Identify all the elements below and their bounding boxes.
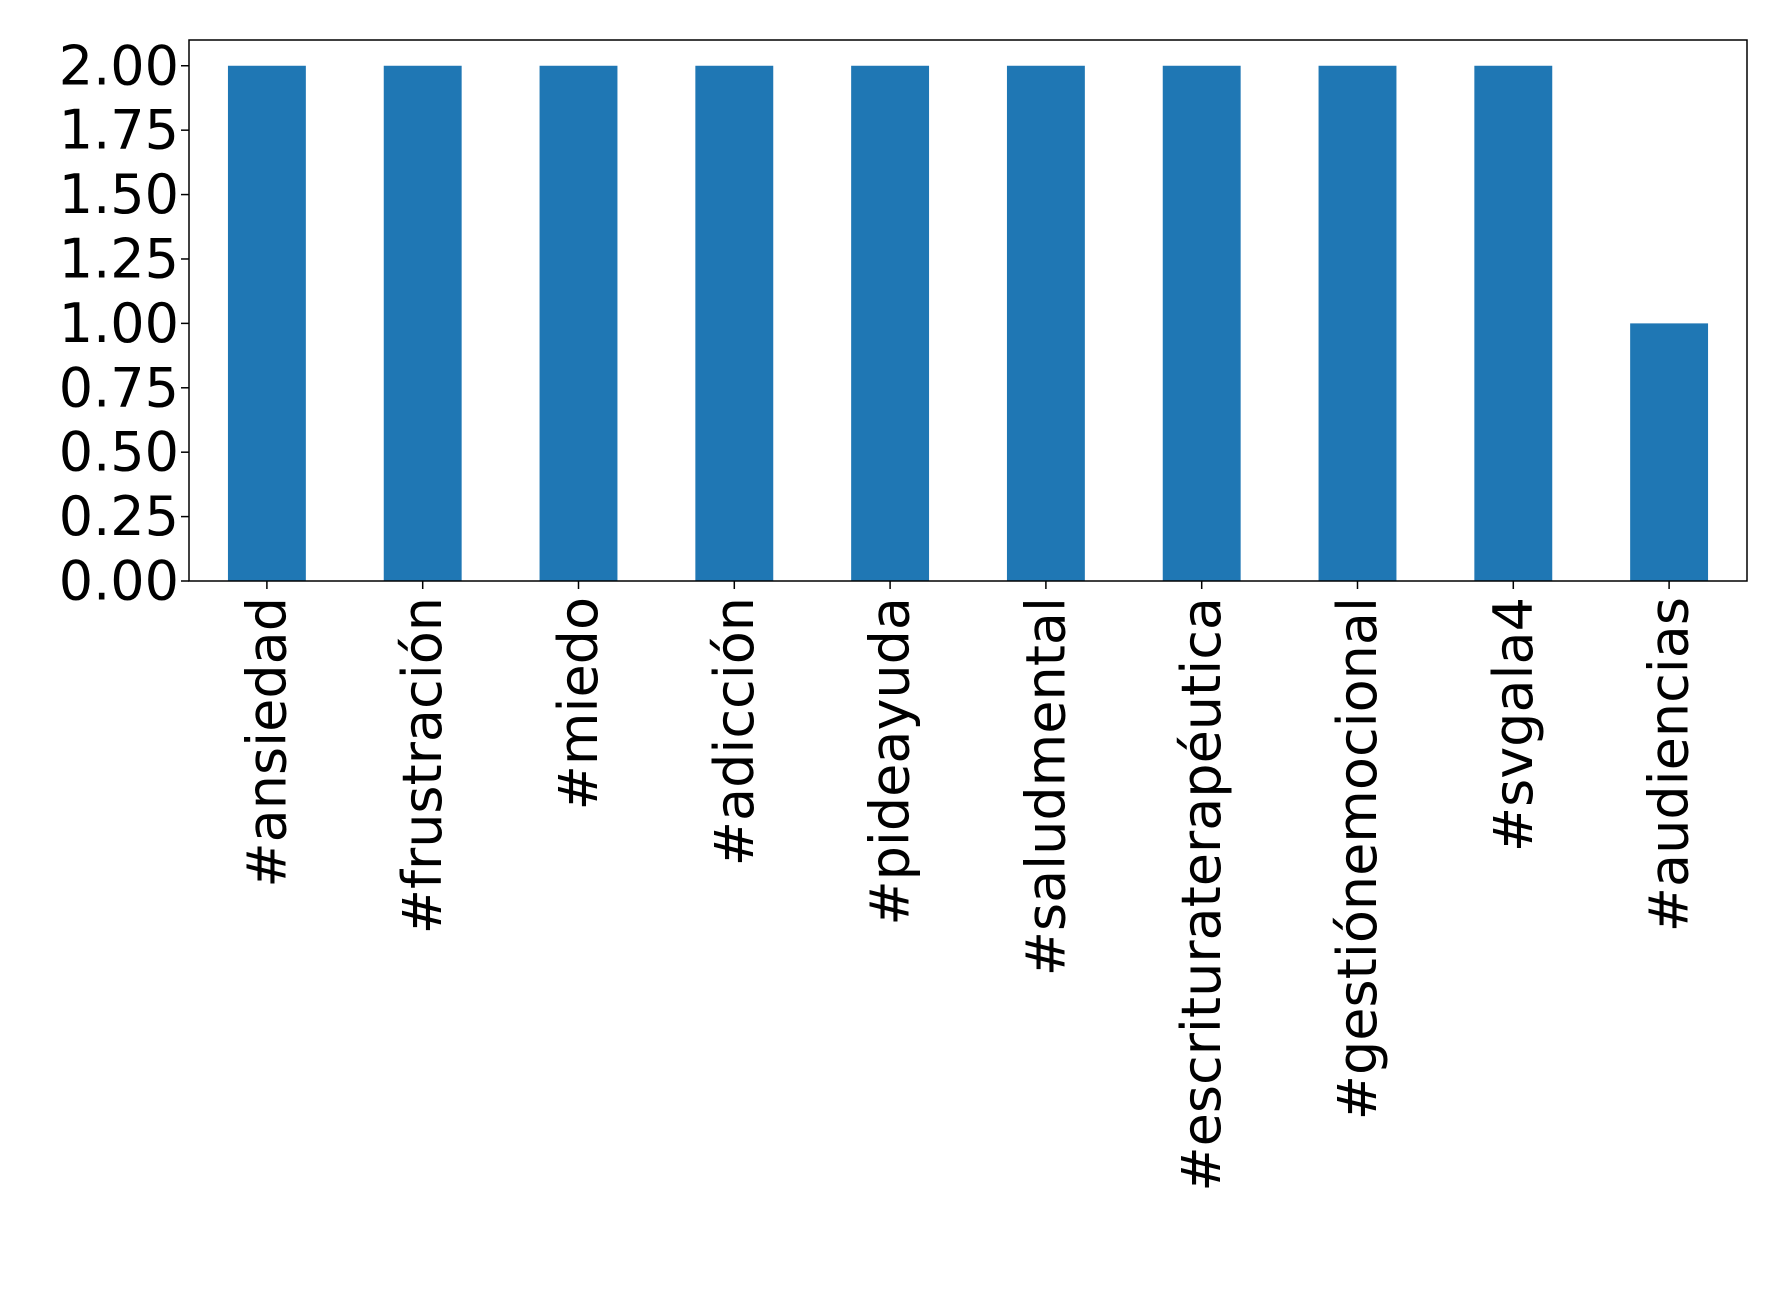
x-axis: #ansiedad #frustración #miedo #adicción #pid… <box>235 581 1701 1192</box>
x-tick-label: #ansiedad <box>235 597 298 888</box>
bar-audiencias <box>1630 323 1709 581</box>
x-tick-label: #miedo <box>547 597 610 810</box>
y-axis: 0.000.250.500.751.001.251.501.752.00 <box>59 34 189 613</box>
plot-frame <box>188 39 1748 582</box>
x-tick-label: #saludmental <box>1014 597 1077 976</box>
y-tick-label: 0.00 <box>59 550 179 613</box>
bar-saludmental <box>1006 65 1085 581</box>
x-tick-label: #escrituraterapéutica <box>1170 597 1233 1192</box>
y-tick-label: 1.50 <box>59 163 179 226</box>
bars <box>227 65 1709 581</box>
y-tick-label: 1.00 <box>59 292 179 355</box>
bar-frustración <box>383 65 462 581</box>
bar-gestiónemocional <box>1318 65 1397 581</box>
x-tick-label: #audiencias <box>1638 597 1701 932</box>
bar-escrituraterapéutica <box>1162 65 1241 581</box>
bar-miedo <box>539 65 618 581</box>
x-tick-label: #gestiónemocional <box>1326 597 1389 1120</box>
x-tick-label: #frustración <box>391 597 454 934</box>
bar-ansiedad <box>227 65 306 581</box>
y-tick-label: 0.75 <box>59 356 179 419</box>
bar-adicción <box>695 65 774 581</box>
x-tick-label: #pideayuda <box>859 597 922 926</box>
y-tick-label: 1.75 <box>59 99 179 162</box>
x-tick-label: #svgala4 <box>1482 597 1545 852</box>
y-tick-label: 0.25 <box>59 485 179 548</box>
y-tick-label: 1.25 <box>59 227 179 290</box>
bar-pideayuda <box>851 65 930 581</box>
y-tick-label: 2.00 <box>59 34 179 97</box>
y-tick-label: 0.50 <box>59 421 179 484</box>
bar-svgala4 <box>1474 65 1553 581</box>
x-tick-label: #adicción <box>703 597 766 866</box>
